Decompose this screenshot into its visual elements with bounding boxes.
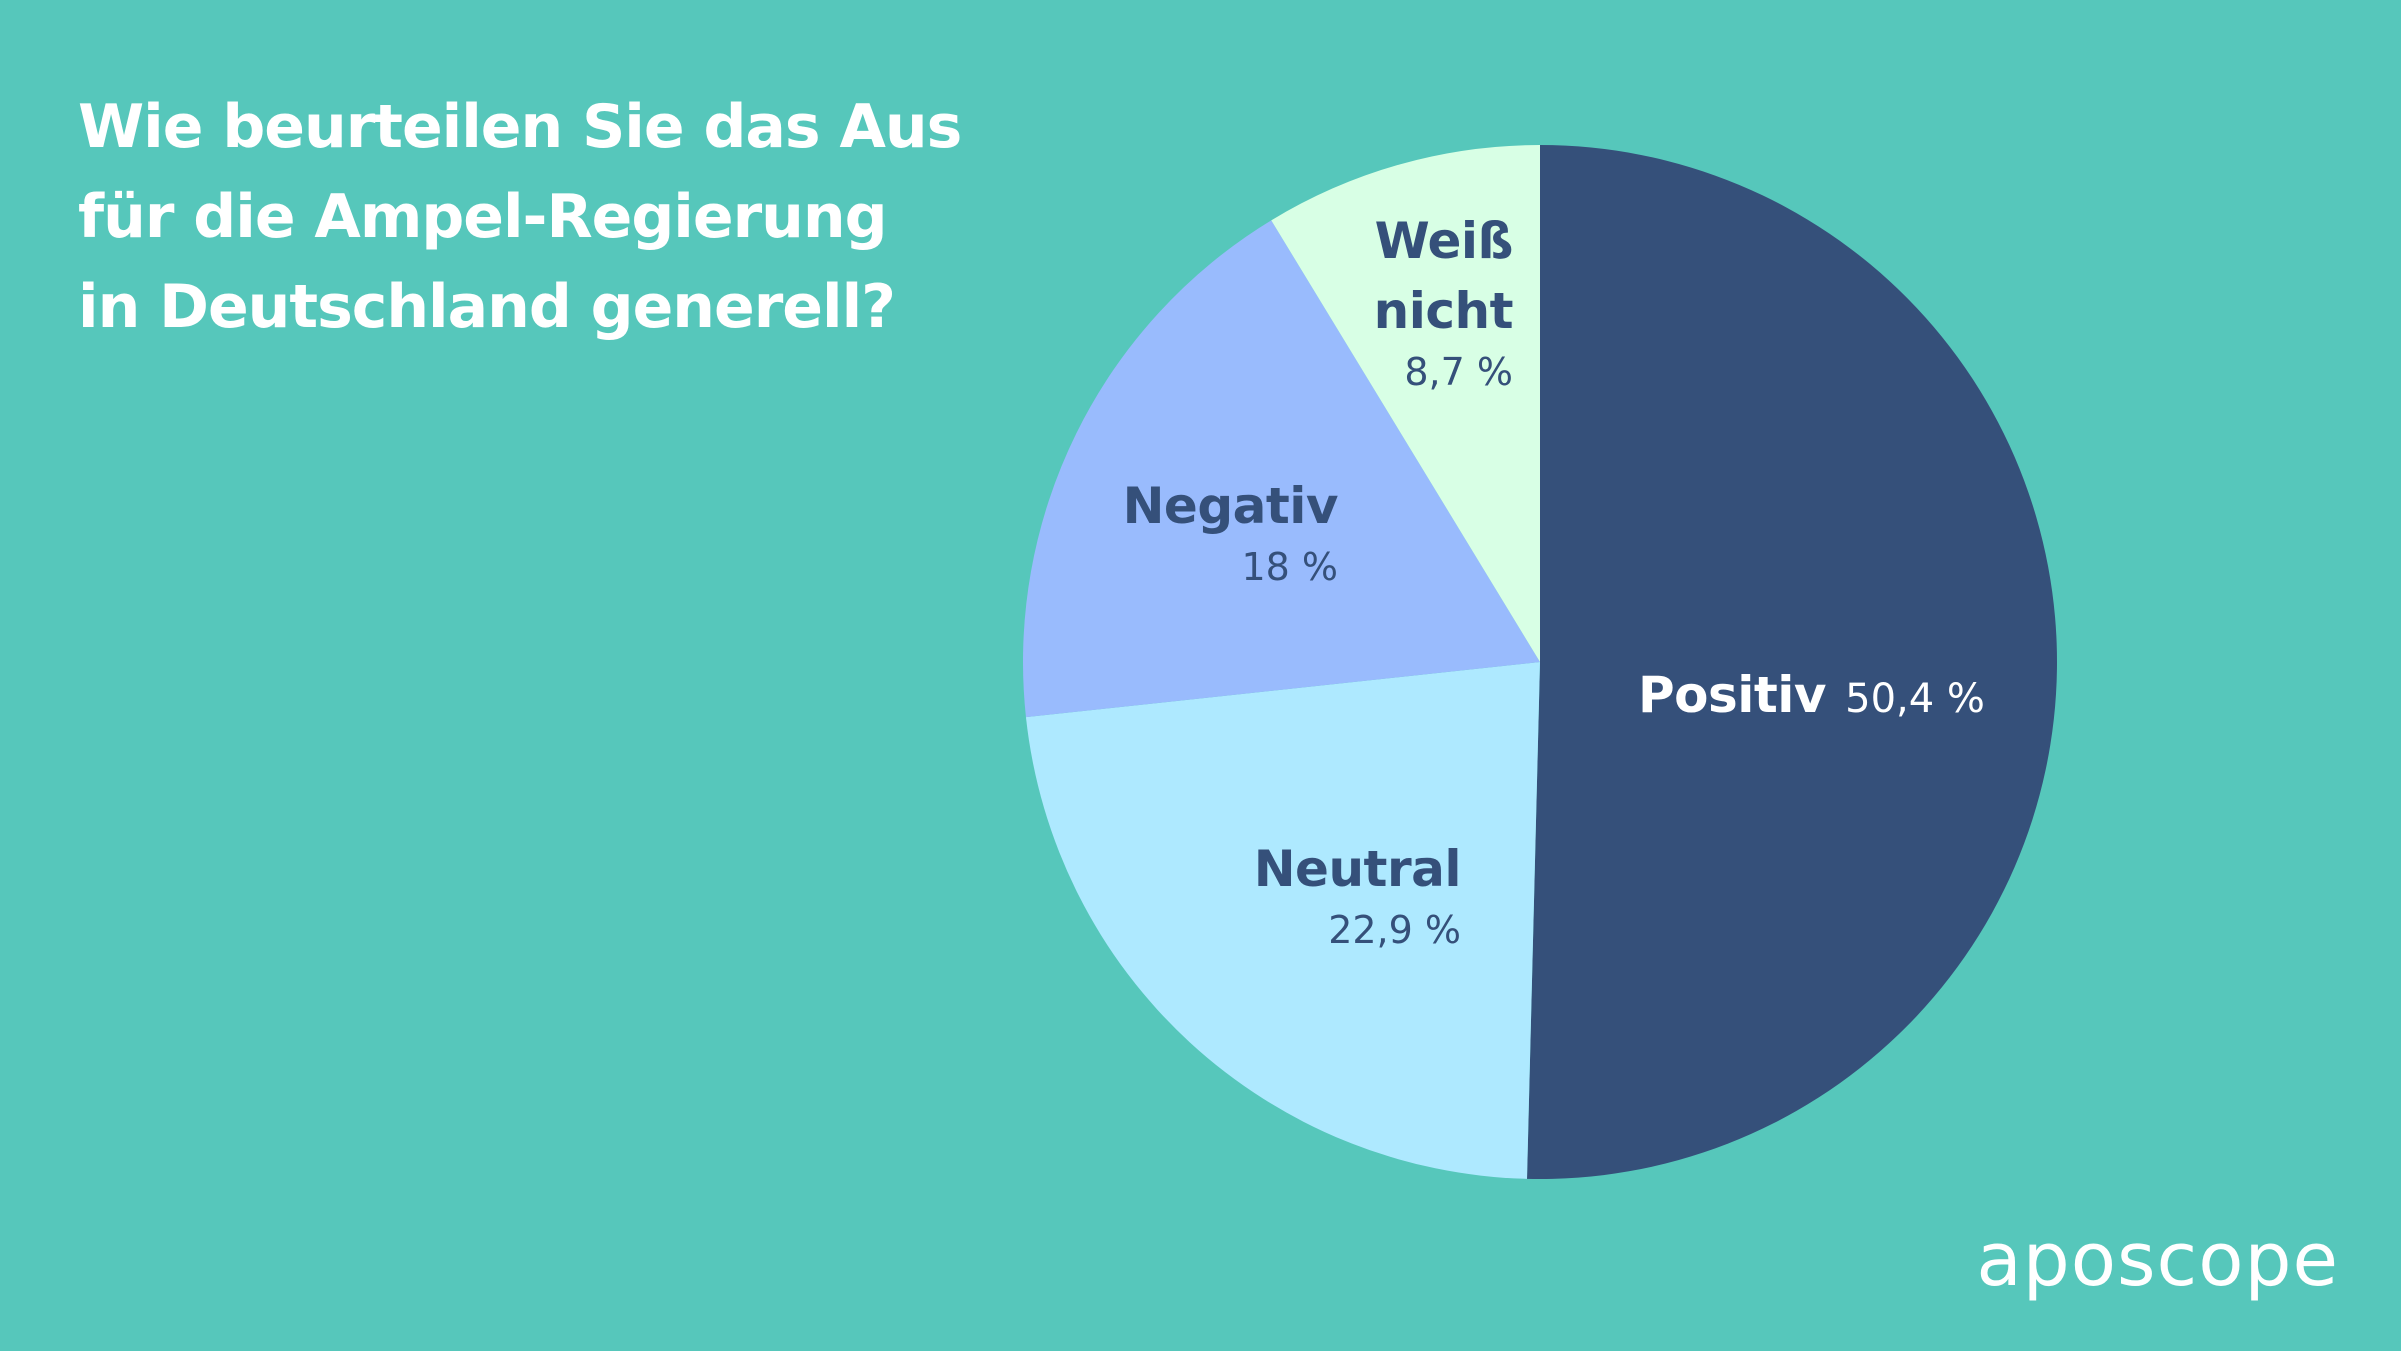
slice-value-weiss-nicht: 8,7 % <box>1404 350 1513 394</box>
pie-slice-negativ <box>1023 220 1540 718</box>
slice-name-positiv: Positiv <box>1638 666 1827 724</box>
pie-slice-positiv <box>1527 145 2058 1180</box>
slice-value-negativ: 18 % <box>1241 545 1338 589</box>
slice-label-negativ: Negativ 18 % <box>1122 471 1339 593</box>
pie-slice-wei-nicht <box>1271 145 1540 662</box>
slice-name-negativ: Negativ <box>1122 477 1339 535</box>
pie-slice-neutral <box>1025 662 1540 1179</box>
chart-title: Wie beurteilen Sie das Aus für die Ampel… <box>78 82 1078 352</box>
slice-label-positiv: Positiv 50,4 % <box>1638 660 1985 730</box>
slice-value-positiv: 50,4 % <box>1845 676 1985 722</box>
title-line-3: in Deutschland generell? <box>78 272 896 342</box>
slice-label-neutral: Neutral 22,9 % <box>1253 834 1462 956</box>
title-line-2: für die Ampel-Regierung <box>78 182 888 252</box>
slice-value-neutral: 22,9 % <box>1328 908 1461 952</box>
slice-name-neutral: Neutral <box>1253 840 1462 898</box>
title-line-1: Wie beurteilen Sie das Aus <box>78 92 962 162</box>
slice-name-weiss-nicht: Weiß nicht <box>1373 212 1514 340</box>
slice-label-weiss-nicht: Weiß nicht 8,7 % <box>1373 206 1514 398</box>
aposcope-logo: aposcope <box>1976 1217 2339 1303</box>
